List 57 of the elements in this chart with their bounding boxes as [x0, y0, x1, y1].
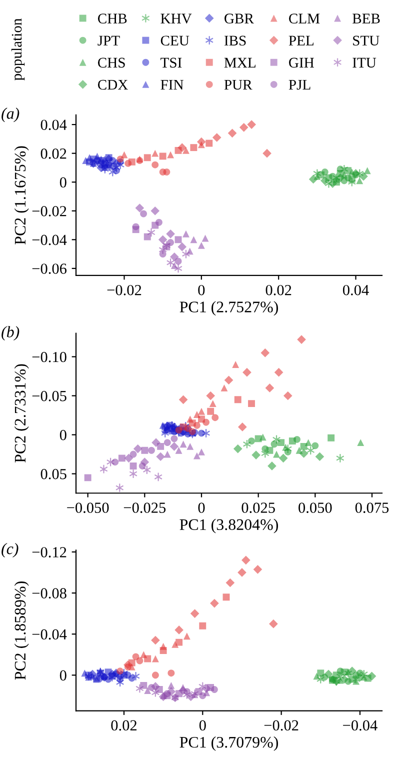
x-tick-label: 0.075: [355, 502, 389, 513]
legend-label: CLM: [289, 14, 320, 24]
x-tick-label: 0.04: [342, 284, 369, 296]
legend-label: CHS: [98, 58, 125, 68]
legend-label: GIH: [289, 58, 314, 68]
y-tick-label: 0.02: [40, 148, 66, 159]
chart-title: (c): [2, 542, 18, 558]
legend-label: CDX: [98, 80, 128, 90]
y-tick-label: −0.02: [32, 206, 66, 216]
y-tick-label: −0.05: [32, 390, 66, 402]
x-tick-label: 0.02: [111, 720, 137, 731]
x-tick-label: −0.02: [264, 720, 298, 731]
legend-label: IBS: [224, 36, 246, 46]
y-axis-title: PC2 (1.1675%): [14, 146, 29, 244]
legend-label: FIN: [160, 80, 184, 90]
legend-label: GBR: [224, 14, 254, 24]
legend-label: JPT: [98, 36, 120, 46]
y-tick-label: 0.05: [40, 468, 66, 480]
x-tick-label: 0: [198, 284, 205, 296]
y-tick-label: −0.08: [32, 588, 66, 599]
legend-label: PUR: [224, 80, 252, 90]
x-axis-title: PC1 (3.8204%): [180, 518, 278, 534]
y-tick-label: −0.12: [32, 547, 66, 558]
x-tick-label: −0.02: [107, 284, 142, 296]
legend-title: population: [11, 18, 25, 80]
y-tick-label: −0.04: [32, 629, 67, 640]
x-tick-label: 0.050: [298, 502, 332, 513]
legend-label: CEU: [160, 36, 190, 46]
x-tick-label: 0: [198, 502, 205, 513]
chart-title: (b): [2, 326, 20, 341]
y-tick-label: −0.10: [32, 352, 66, 362]
x-axis-title: PC1 (2.7527%): [180, 301, 278, 316]
legend-label: CHB: [98, 14, 127, 24]
x-tick-label: −0.04: [343, 720, 378, 731]
y-tick-label: −0.04: [32, 234, 67, 246]
chart-title: (a): [2, 108, 20, 122]
y-tick-label: 0: [60, 670, 66, 681]
legend-label: PJL: [288, 80, 310, 90]
legend-label: ITU: [352, 58, 376, 68]
legend-label: MXL: [224, 58, 256, 68]
legend-label: STU: [353, 36, 380, 46]
x-axis-title: PC1 (3.7079%): [180, 736, 278, 751]
y-tick-label: 0: [60, 177, 66, 188]
legend-label: TSI: [160, 58, 182, 68]
y-axis-title: PC2 (1.8589%): [14, 582, 29, 680]
x-tick-label: 0.025: [242, 502, 275, 513]
y-tick-label: 0.04: [40, 120, 67, 130]
y-tick-label: 0: [60, 430, 66, 440]
y-tick-label: −0.06: [32, 264, 67, 274]
legend-label: BEB: [352, 14, 380, 24]
x-tick-label: 0.02: [266, 284, 292, 296]
x-tick-label: −0.050: [67, 502, 109, 513]
legend-label: PEL: [288, 36, 314, 46]
y-axis-title: PC2 (2.7331%): [14, 364, 29, 462]
x-tick-label: −0.025: [124, 502, 166, 513]
x-tick-label: 0: [199, 720, 206, 731]
legend-label: KHV: [160, 14, 192, 24]
